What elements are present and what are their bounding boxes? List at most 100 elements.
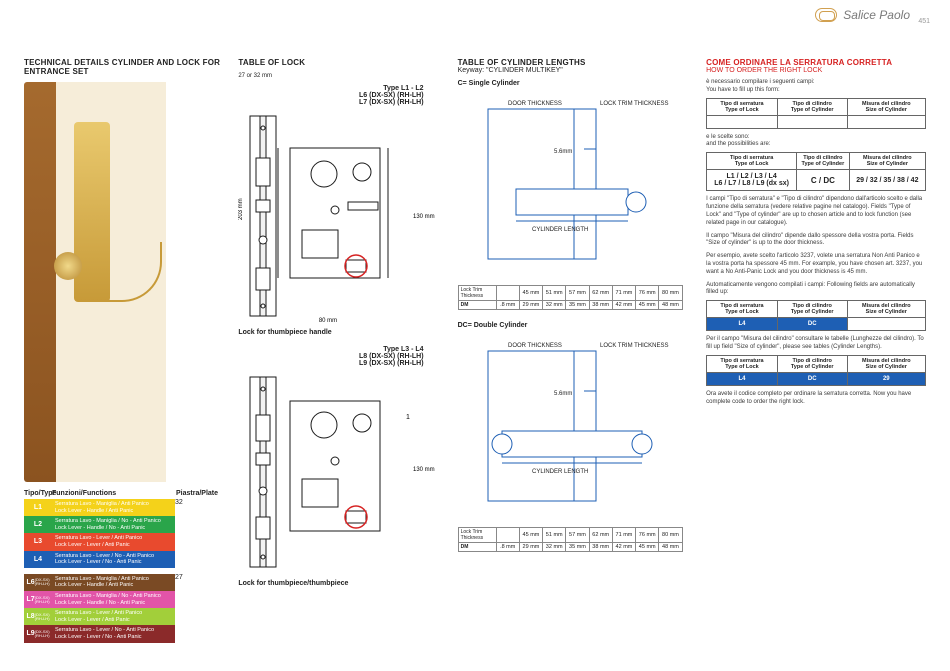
- type-swatch: L6(DX-SX)(RH-LH): [24, 574, 52, 591]
- th-func: Funzioni/Functions: [52, 490, 175, 497]
- cyl-len-dc: CYLINDER LENGTH: [532, 469, 588, 475]
- type-swatch: L8(DX-SX)(RH-LH): [24, 608, 52, 625]
- type-swatch: L9(DX-SX)(RH-LH): [24, 625, 52, 642]
- p1-it: è necessario compilare i seguenti campi:: [706, 79, 814, 85]
- th-size: Misura del cilindro Size of Cylinder: [847, 98, 925, 115]
- lock2-type: Type L3 - L4: [383, 346, 423, 353]
- cyl-len-c: CYLINDER LENGTH: [532, 227, 588, 233]
- order-final: Tipo di serratura Type of Lock Tipo di c…: [706, 355, 926, 386]
- p2-en: and the possibilities are:: [706, 141, 770, 147]
- type-row: L3Serratura Lavo - Lever / Anti PanicoLo…: [24, 533, 175, 550]
- col1-title: TECHNICAL DETAILS CYLINDER AND LOCK FOR …: [24, 58, 224, 76]
- type-table: Tipo/Type Funzioni/Functions Piastra/Pla…: [24, 490, 219, 643]
- cyl-diagram-c: DOOR THICKNESS LOCK TRIM THICKNESS 5.6mm…: [458, 91, 693, 283]
- lock2-caption: Lock for thumbpiece/thumbpiece: [238, 580, 443, 587]
- lock1-body-h: 203 mm: [238, 198, 244, 220]
- keyway: Keyway: "CYLINDER MULTIKEY": [458, 67, 693, 74]
- type-swatch: L1: [24, 499, 52, 516]
- lock2-l1: L8 (DX-SX) (RH-LH): [238, 353, 423, 360]
- type-desc: Serratura Lavo - Maniglia / Anti PanicoL…: [52, 574, 175, 591]
- dim56-dc: 5.6mm: [554, 391, 572, 397]
- lock-block-2: Type L3 - L4 L8 (DX-SX) (RH-LH) L9 (DX-S…: [238, 346, 443, 587]
- cyl-table-dc: Lock Trim Thickness45 mm51 mm57 mm62 mm7…: [458, 527, 683, 552]
- type-row: L1Serratura Lavo - Maniglia / Anti Panic…: [24, 499, 175, 516]
- dim56-c: 5.6mm: [554, 149, 572, 155]
- opt-lock: L1 / L2 / L3 / L4 L6 / L7 / L8 / L9 (dx …: [707, 170, 797, 191]
- p8: Ora avete il codice completo per ordinar…: [706, 391, 926, 407]
- th-type: Tipo/Type: [24, 490, 52, 497]
- lock1-caption: Lock for thumbpiece handle: [238, 329, 443, 336]
- opt-size: 29 / 32 / 35 / 38 / 42: [849, 170, 925, 191]
- type-row: L4Serratura Lavo - Lever / No - Anti Pan…: [24, 551, 175, 568]
- door-label-dc: DOOR THICKNESS: [508, 343, 562, 349]
- page-number: 451: [918, 18, 930, 25]
- type-desc: Serratura Lavo - Lever / Anti PanicoLock…: [52, 608, 175, 625]
- brand-logo: Salice Paolo: [815, 8, 910, 22]
- type-swatch: L2: [24, 516, 52, 533]
- lock1-w: 80 mm: [319, 318, 337, 324]
- opt-cyl: C / DC: [797, 170, 850, 191]
- cyl-diagram-dc: DOOR THICKNESS LOCK TRIM THICKNESS 5.6mm…: [458, 333, 693, 525]
- lock1-l1: L6 (DX-SX) (RH-LH): [238, 92, 423, 99]
- lock-diagram-1: 203 mm 130 mm 80 mm: [238, 110, 443, 327]
- lock2-l2: L9 (DX-SX) (RH-LH): [238, 360, 423, 367]
- type-row: L9(DX-SX)(RH-LH)Serratura Lavo - Lever /…: [24, 625, 175, 642]
- tbl-r1-lab: Lock Trim Thickness: [458, 286, 496, 301]
- p7: Per il campo "Misura del cilindro" consu…: [706, 336, 926, 352]
- th-lock: Tipo di serratura Type of Lock: [707, 98, 778, 115]
- trim-label-dc: LOCK TRIM THICKNESS: [600, 343, 668, 349]
- type-desc: Serratura Lavo - Maniglia / Anti PanicoL…: [52, 499, 175, 516]
- order-auto: Tipo di serratura Type of Lock Tipo di c…: [706, 300, 926, 331]
- trim-label-c: LOCK TRIM THICKNESS: [600, 101, 668, 107]
- type-desc: Serratura Lavo - Maniglia / No - Anti Pa…: [52, 591, 175, 608]
- logo-icon: [815, 8, 837, 22]
- door-label-c: DOOR THICKNESS: [508, 101, 562, 107]
- type-row: L8(DX-SX)(RH-LH)Serratura Lavo - Lever /…: [24, 608, 175, 625]
- door-figure: [24, 82, 194, 482]
- order-form-blank: Tipo di serratura Type of Lock Tipo di c…: [706, 98, 926, 129]
- type-swatch: L4: [24, 551, 52, 568]
- type-desc: Serratura Lavo - Lever / Anti PanicoLock…: [52, 533, 175, 550]
- p4: Il campo "Misura del cilindro" dipende d…: [706, 233, 926, 249]
- type-desc: Serratura Lavo - Lever / No - Anti Panic…: [52, 625, 175, 642]
- type-swatch: L3: [24, 533, 52, 550]
- brand-name: Salice Paolo: [843, 8, 910, 22]
- type-row: L2Serratura Lavo - Maniglia / No - Anti …: [24, 516, 175, 533]
- lock-block-1: Type L1 - L2 L6 (DX-SX) (RH-LH) L7 (DX-S…: [238, 85, 443, 336]
- lock2-h: 130 mm: [413, 467, 435, 473]
- dc-label: DC= Double Cylinder: [458, 322, 693, 329]
- final-size: 29: [847, 372, 925, 385]
- type-swatch: L7(DX-SX)(RH-LH): [24, 591, 52, 608]
- col3-title: TABLE OF CYLINDER LENGTHS: [458, 58, 693, 67]
- lock-diagram-2: 1 130 mm: [238, 371, 443, 578]
- lock2-one: 1: [406, 414, 410, 421]
- tbl-r2-lab: DM: [458, 301, 496, 310]
- col2-title: TABLE OF LOCK: [238, 58, 443, 67]
- cyl-table-c: Lock Trim Thickness45 mm51 mm57 mm62 mm7…: [458, 285, 683, 310]
- auto-lock: L4: [707, 318, 778, 331]
- type-row: L7(DX-SX)(RH-LH)Serratura Lavo - Manigli…: [24, 591, 175, 608]
- plate-value: 32: [175, 499, 219, 568]
- lock1-type: Type L1 - L2: [383, 85, 423, 92]
- p3: I campi "Tipo di serratura" e "Tipo di c…: [706, 196, 926, 227]
- type-row: L6(DX-SX)(RH-LH)Serratura Lavo - Manigli…: [24, 574, 175, 591]
- p5: Per esempio, avete scelto l'articolo 323…: [706, 253, 926, 276]
- final-lock: L4: [707, 372, 778, 385]
- type-desc: Serratura Lavo - Lever / No - Anti Panic…: [52, 551, 175, 568]
- lock1-h: 130 mm: [413, 214, 435, 220]
- col4-title-it: COME ORDINARE LA SERRATURA CORRETTA: [706, 58, 926, 67]
- dim-top: 27 or 32 mm: [238, 73, 443, 79]
- plate-value: 27: [175, 574, 219, 643]
- p2-it: e le scelte sono:: [706, 134, 749, 140]
- c-label: C= Single Cylinder: [458, 80, 693, 87]
- p1-en: You have to fill up this form:: [706, 87, 780, 93]
- order-options: Tipo di serratura Type of Lock Tipo di c…: [706, 152, 926, 191]
- th-plate: Piastra/Plate: [175, 490, 219, 497]
- auto-size: [847, 318, 925, 331]
- p6: Automaticamente vengono compilati i camp…: [706, 282, 926, 298]
- th-cyl: Tipo di cilindro Type of Cylinder: [777, 98, 847, 115]
- type-desc: Serratura Lavo - Maniglia / No - Anti Pa…: [52, 516, 175, 533]
- lock1-l2: L7 (DX-SX) (RH-LH): [238, 99, 423, 106]
- auto-cyl: DC: [777, 318, 847, 331]
- col4-title-en: HOW TO ORDER THE RIGHT LOCK: [706, 67, 926, 74]
